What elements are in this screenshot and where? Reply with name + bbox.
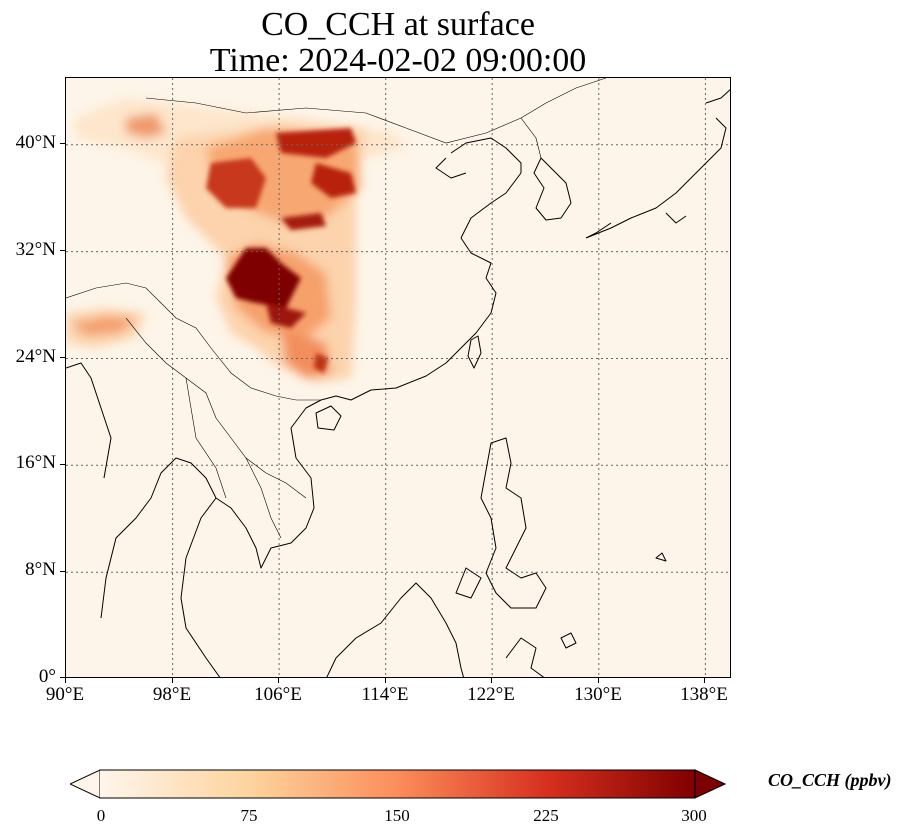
core-high-ne bbox=[311, 163, 356, 198]
co-plume-core bbox=[206, 128, 356, 373]
colorbar-tick-75: 75 bbox=[240, 806, 258, 825]
lon-tick-mark bbox=[598, 678, 599, 683]
lon-tick-138: 138°E bbox=[680, 684, 728, 705]
colorbar-extend-max bbox=[694, 769, 727, 799]
map-title: CO_CCH at surface bbox=[261, 6, 535, 43]
core-high-south bbox=[266, 303, 306, 328]
lat-tick-8: 8°N bbox=[25, 559, 56, 580]
map-timestamp: Time: 2024-02-02 09:00:00 bbox=[209, 42, 587, 79]
lon-tick-mark bbox=[385, 678, 386, 683]
core-high-center bbox=[206, 158, 266, 208]
lon-tick-mark bbox=[491, 678, 492, 683]
lon-tick-130: 130°E bbox=[574, 684, 622, 705]
lon-tick-98: 98°E bbox=[152, 684, 192, 705]
colorbar-tick-225: 225 bbox=[533, 806, 559, 825]
core-high-north bbox=[276, 128, 356, 158]
plume-mid-nw bbox=[126, 113, 166, 138]
colorbar-tick-150: 150 bbox=[384, 806, 410, 825]
lat-tick-mark bbox=[60, 357, 65, 358]
colorbar-gradient bbox=[100, 770, 695, 798]
colorbar-graphic bbox=[68, 769, 727, 799]
lat-tick-mark bbox=[60, 250, 65, 251]
lat-tick-mark bbox=[60, 464, 65, 465]
coastlines bbox=[66, 89, 730, 677]
colorbar-tick-0: 0 bbox=[96, 806, 106, 825]
country-borders bbox=[66, 78, 607, 539]
plume-mid-west bbox=[71, 316, 136, 336]
lat-tick-mark bbox=[60, 571, 65, 572]
lat-tick-24: 24°N bbox=[15, 346, 56, 367]
colorbar bbox=[68, 769, 727, 799]
lat-tick-mark bbox=[60, 143, 65, 144]
lon-tick-mark bbox=[65, 678, 66, 683]
lat-tick-mark bbox=[60, 677, 65, 678]
lon-tick-mark bbox=[278, 678, 279, 683]
colorbar-tick-300: 300 bbox=[681, 806, 707, 825]
core-very-high bbox=[226, 248, 301, 308]
lon-tick-122: 122°E bbox=[467, 684, 515, 705]
map-gridlines bbox=[66, 78, 730, 677]
map-panel bbox=[65, 77, 731, 678]
lat-tick-40: 40°N bbox=[15, 132, 56, 153]
colorbar-label: CO_CCH (ppbv) bbox=[768, 770, 892, 790]
lat-tick-0: 0° bbox=[38, 666, 56, 687]
lon-tick-90: 90°E bbox=[45, 684, 85, 705]
lon-tick-mark bbox=[172, 678, 173, 683]
lat-tick-16: 16°N bbox=[15, 452, 56, 473]
lat-tick-32: 32°N bbox=[15, 239, 56, 260]
lon-tick-114: 114°E bbox=[361, 684, 409, 705]
concentration-map bbox=[66, 78, 730, 677]
core-high-band bbox=[281, 213, 326, 230]
colorbar-extend-min bbox=[68, 769, 101, 799]
lon-tick-mark bbox=[704, 678, 705, 683]
lon-tick-106: 106°E bbox=[254, 684, 302, 705]
